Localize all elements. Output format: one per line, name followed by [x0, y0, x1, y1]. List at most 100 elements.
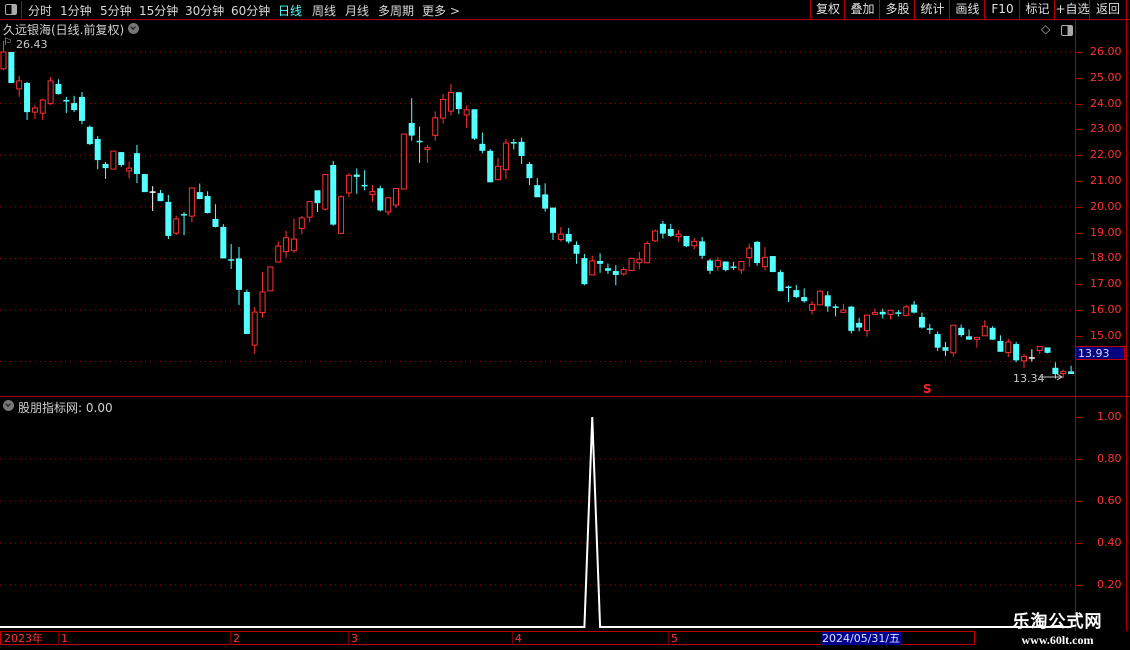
candle-body-down — [471, 109, 478, 139]
chevron-down-icon[interactable] — [128, 23, 139, 34]
candle-body-up — [903, 306, 910, 316]
price-axis-tick — [1076, 206, 1081, 208]
tab-5min[interactable]: 5分钟 — [100, 4, 132, 18]
price-axis-label: 25.00 — [1090, 70, 1122, 84]
candle-body-up — [298, 217, 305, 229]
candle-body-down — [542, 194, 549, 209]
candle-body-down — [793, 290, 800, 298]
candle-body-up — [173, 218, 180, 234]
tab-monthly[interactable]: 月线 — [345, 4, 370, 18]
price-axis-label: 18.00 — [1090, 251, 1122, 265]
candle-body-down — [848, 306, 855, 331]
candle-body-down — [377, 188, 384, 211]
candle-body-up — [1005, 341, 1012, 354]
candle-body-down — [683, 235, 690, 247]
period-toolbar: 分时 1分钟 5分钟 15分钟 30分钟 60分钟 日线 周线 月线 多周期 更… — [0, 0, 1130, 20]
time-axis: 2023年 1 2 3 4 5 2024/05/31/五 — [0, 631, 975, 645]
candle-body-up — [424, 147, 431, 151]
draw-line-button[interactable]: 画线 — [949, 0, 985, 19]
multi-stock-button[interactable]: 多股 — [879, 0, 915, 19]
back-button[interactable]: 返回 — [1089, 0, 1127, 19]
candle-body-up — [47, 80, 54, 105]
low-price-label: 13.34 — [1013, 372, 1045, 385]
candle-body-down — [934, 333, 941, 348]
tab-60min[interactable]: 60分钟 — [231, 4, 271, 18]
overlay-button[interactable]: 叠加 — [844, 0, 880, 19]
add-watchlist-button[interactable]: +自选 — [1054, 0, 1090, 19]
candle-body-down — [942, 347, 949, 351]
time-tick — [348, 632, 349, 645]
candle-body-up — [871, 312, 878, 315]
time-label-month: 5 — [671, 632, 678, 645]
candle-body-up — [463, 109, 470, 116]
candle-body-up — [440, 98, 447, 119]
layout-toggle-button[interactable] — [1, 1, 22, 18]
indicator-value: : 0.00 — [78, 401, 113, 415]
candle-body-down — [487, 150, 494, 183]
candle-body-down — [565, 233, 572, 242]
candle-body-up — [110, 150, 117, 170]
candle-body-up — [251, 311, 258, 346]
price-axis-tick — [1076, 310, 1081, 311]
candle-body-down — [754, 241, 761, 264]
time-tick — [668, 632, 669, 645]
candle-body-up — [636, 258, 643, 264]
candle-body-down — [667, 228, 674, 236]
tab-1min[interactable]: 1分钟 — [60, 4, 92, 18]
tab-15min[interactable]: 15分钟 — [139, 4, 179, 18]
candle-body-up — [447, 92, 454, 112]
candle-body-up — [283, 237, 290, 252]
candle-body-down — [102, 163, 109, 169]
tab-weekly[interactable]: 周线 — [312, 4, 337, 18]
candle-body-down — [550, 207, 556, 233]
candle-body-down — [604, 268, 611, 271]
candle-body-up — [369, 191, 376, 196]
price-axis-tick — [1076, 335, 1081, 337]
candle-body-up — [432, 117, 439, 136]
candle-body-up — [816, 290, 823, 306]
indicator-axis-label: 1.00 — [1097, 410, 1122, 423]
indicator-axis-tick — [1076, 417, 1081, 418]
high-price-label: 26.43 — [16, 38, 48, 51]
candle-body-up — [345, 174, 352, 194]
candle-body-down — [597, 260, 604, 264]
indicator-axis-tick — [1076, 543, 1081, 544]
candle-body-up — [188, 187, 195, 217]
panel-divider[interactable] — [0, 396, 1130, 397]
diamond-icon[interactable]: ◇ — [1041, 22, 1051, 36]
candle-body-up — [1021, 355, 1027, 362]
candle-body-down — [24, 82, 31, 113]
candle-body-down — [220, 226, 227, 259]
panel-toggle-icon — [5, 4, 17, 15]
panel-toggle-icon[interactable] — [1061, 25, 1073, 36]
right-border — [1126, 20, 1127, 631]
chevron-down-icon[interactable] — [3, 400, 14, 411]
tab-multi-period[interactable]: 多周期 — [378, 4, 415, 18]
mark-button[interactable]: 标记 — [1019, 0, 1055, 19]
tab-daily[interactable]: 日线 — [278, 4, 303, 18]
candle-body-up — [31, 107, 38, 113]
candle-body-down — [204, 195, 211, 213]
candle-body-up — [39, 99, 46, 114]
candle-body-down — [479, 143, 486, 151]
candle-body-up — [322, 174, 329, 210]
tab-30min[interactable]: 30分钟 — [185, 4, 225, 18]
flag-icon: ⚐ — [3, 37, 12, 48]
tab-more[interactable]: 更多 > — [422, 4, 460, 18]
statistics-button[interactable]: 统计 — [914, 0, 950, 19]
candle-body-down — [1013, 344, 1020, 361]
candle-body-up — [981, 325, 988, 337]
adjust-rights-button[interactable]: 复权 — [810, 0, 845, 19]
tab-intraday[interactable]: 分时 — [28, 4, 53, 18]
candle-body-down — [801, 297, 808, 302]
candle-body-up — [652, 230, 659, 242]
candle-body-up — [126, 167, 133, 172]
candle-body-up — [1036, 345, 1043, 352]
candle-body-up — [950, 324, 957, 354]
f10-button[interactable]: F10 — [984, 0, 1020, 19]
price-axis-tick — [1076, 77, 1081, 79]
candle-body-down — [79, 96, 85, 121]
price-axis-tick — [1076, 284, 1081, 286]
candle-body-up — [275, 245, 282, 263]
